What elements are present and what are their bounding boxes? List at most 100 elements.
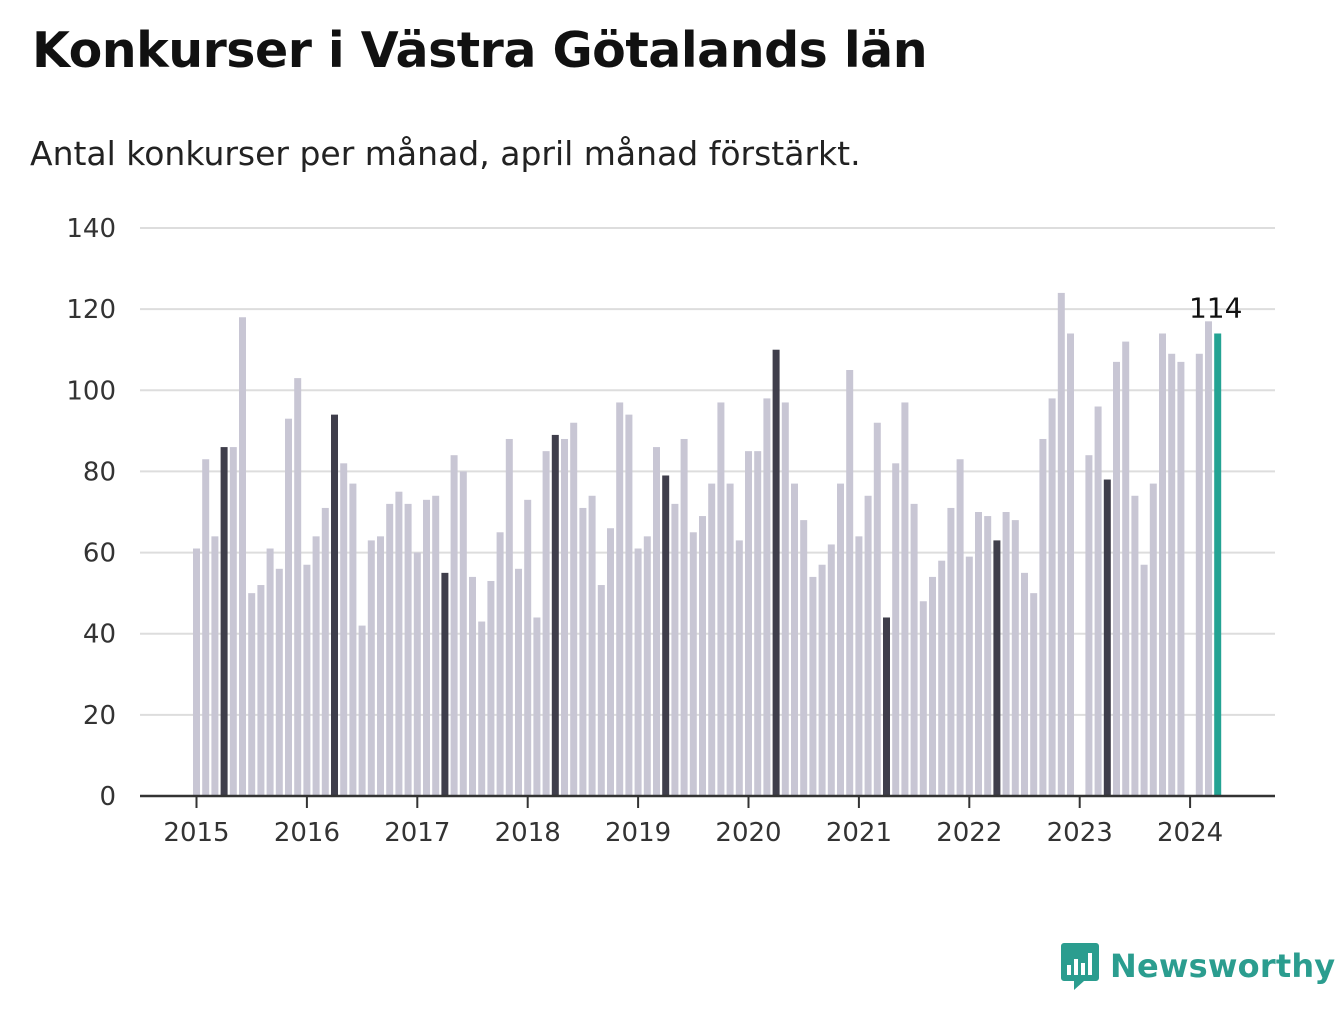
bar: [193, 548, 200, 796]
x-tick-label: 2019: [605, 818, 671, 848]
bar: [285, 418, 292, 796]
bar: [883, 617, 890, 796]
chart-title: Konkurser i Västra Götalands län: [32, 22, 928, 79]
bar: [496, 532, 504, 796]
bar: [579, 507, 587, 796]
y-tick-label: 60: [83, 539, 116, 569]
bar: [358, 625, 366, 796]
bar: [1140, 564, 1148, 796]
bar: [312, 536, 320, 796]
bar: [993, 540, 1001, 796]
bar: [607, 528, 614, 796]
x-tick-label: 2023: [1047, 818, 1113, 848]
bar: [248, 593, 256, 796]
bar: [1177, 361, 1185, 796]
bar: [1159, 333, 1166, 796]
bar: [413, 552, 421, 796]
bar: [616, 402, 624, 796]
bar: [947, 507, 955, 796]
bar: [1122, 341, 1130, 796]
x-tick-label: 2017: [384, 818, 450, 848]
bar: [321, 507, 329, 796]
y-tick-label: 140: [66, 214, 116, 244]
bar: [202, 459, 210, 796]
bar: [735, 540, 743, 796]
bar: [1021, 572, 1028, 796]
chart-subtitle: Antal konkurser per månad, april månad f…: [30, 134, 861, 173]
bar: [975, 512, 982, 796]
bar: [239, 317, 246, 796]
bar: [1195, 353, 1203, 796]
y-tick-label: 120: [66, 295, 116, 325]
bar: [1103, 479, 1111, 796]
bar: [671, 503, 679, 796]
bar: [846, 370, 854, 796]
bar: [1214, 333, 1222, 796]
bar: [469, 576, 476, 796]
x-tick-label: 2020: [715, 818, 781, 848]
bar: [294, 378, 302, 796]
bar: [266, 548, 274, 796]
bar: [275, 568, 283, 796]
bar: [625, 414, 633, 796]
bar: [386, 503, 394, 796]
bar: [404, 503, 412, 796]
bar: [597, 585, 605, 796]
bar: [699, 516, 706, 796]
bar: [1030, 593, 1038, 796]
bar: [561, 438, 568, 796]
bar: [478, 621, 486, 796]
bar: [1002, 512, 1010, 796]
bar: [515, 568, 522, 796]
bar: [551, 434, 559, 796]
bar: [1131, 495, 1139, 796]
bar: [1039, 438, 1047, 796]
bar: [818, 564, 826, 796]
bar: [459, 471, 467, 796]
bar: [588, 495, 596, 796]
bar: [763, 398, 771, 796]
bar: [505, 438, 513, 796]
bar: [349, 483, 357, 796]
bar: [220, 447, 228, 796]
bar: [1205, 321, 1212, 796]
bar: [1168, 353, 1176, 796]
bar: [800, 520, 808, 796]
x-tick-label: 2015: [163, 818, 229, 848]
bar: [377, 536, 384, 796]
bar: [837, 483, 844, 796]
bar: [1149, 483, 1157, 796]
bar: [965, 556, 973, 796]
x-tick-label: 2016: [274, 818, 340, 848]
bar: [1094, 406, 1102, 796]
bar: [662, 475, 670, 796]
latest-value-label: 114: [1189, 291, 1242, 324]
bar: [1057, 292, 1065, 796]
bar: [717, 402, 725, 796]
bar: [938, 560, 946, 796]
bar: [395, 491, 403, 796]
bar: [754, 451, 762, 796]
bar: [524, 499, 532, 796]
bar: [634, 548, 642, 796]
bar: [303, 564, 311, 796]
y-tick-label: 100: [66, 376, 116, 406]
bar: [450, 455, 458, 796]
bar: [1113, 361, 1120, 796]
bar: [781, 402, 789, 796]
bar: [441, 572, 449, 796]
bar: [1085, 455, 1093, 796]
x-tick-label: 2018: [495, 818, 561, 848]
bar: [726, 483, 734, 796]
bar: [919, 601, 927, 796]
bar: [984, 516, 992, 796]
bar: [542, 451, 550, 796]
bar: [873, 422, 881, 796]
bar: [901, 402, 909, 796]
bar: [1048, 398, 1056, 796]
y-tick-label: 80: [83, 457, 116, 487]
bar: [745, 451, 752, 796]
x-tick-label: 2021: [826, 818, 892, 848]
bar: [340, 463, 348, 796]
y-tick-label: 40: [83, 620, 116, 650]
